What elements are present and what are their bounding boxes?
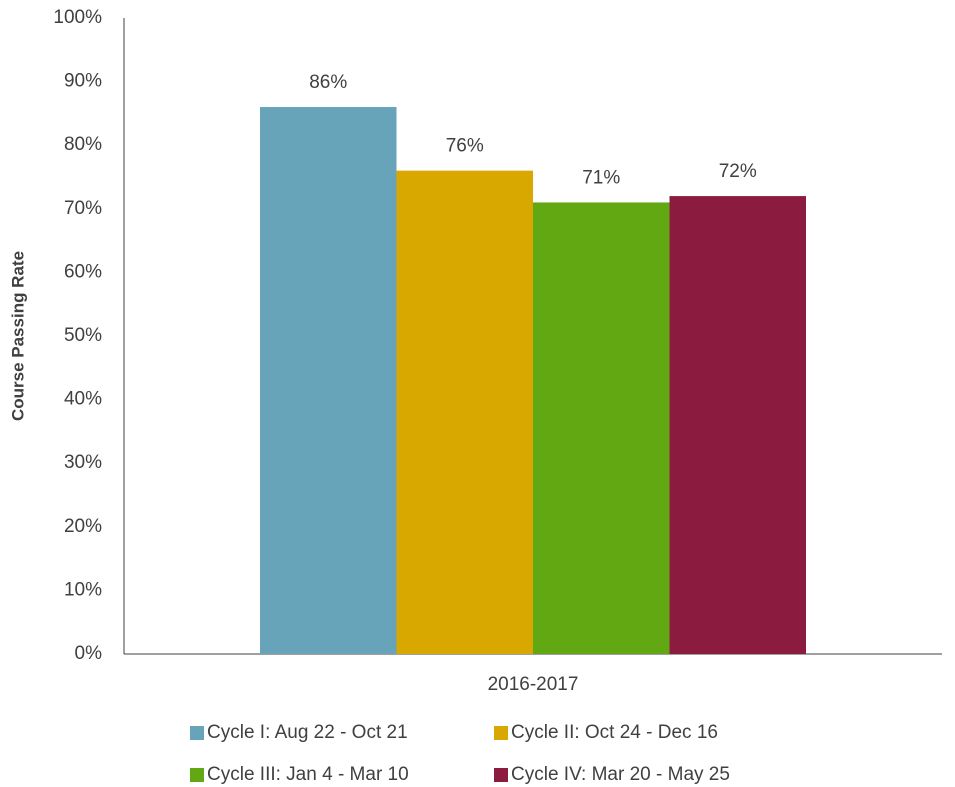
data-label: 72% xyxy=(719,161,757,182)
y-tick-label: 20% xyxy=(64,516,102,537)
data-label: 71% xyxy=(582,167,620,188)
bar xyxy=(533,202,670,654)
bar xyxy=(260,107,397,655)
x-tick-label: 2016-2017 xyxy=(488,674,579,695)
data-label: 76% xyxy=(446,136,484,157)
legend-swatch xyxy=(494,726,508,740)
legend-swatch xyxy=(494,768,508,782)
y-tick-label: 60% xyxy=(64,261,102,282)
legend-swatch xyxy=(190,726,204,740)
legend-swatch xyxy=(190,768,204,782)
legend-label: Cycle IV: Mar 20 - May 25 xyxy=(511,764,730,785)
y-tick-label: 70% xyxy=(64,198,102,219)
legend-label: Cycle I: Aug 22 - Oct 21 xyxy=(207,722,408,743)
y-tick-label: 10% xyxy=(64,579,102,600)
y-tick-label: 0% xyxy=(75,643,103,664)
y-tick-label: 80% xyxy=(64,134,102,155)
y-tick-label: 50% xyxy=(64,325,102,346)
y-axis-title: Course Passing Rate xyxy=(8,251,27,421)
legend-label: Cycle III: Jan 4 - Mar 10 xyxy=(207,764,409,785)
legend-label: Cycle II: Oct 24 - Dec 16 xyxy=(511,722,718,743)
y-tick-label: 90% xyxy=(64,71,102,92)
y-tick-label: 30% xyxy=(64,452,102,473)
y-tick-label: 40% xyxy=(64,389,102,410)
bar xyxy=(669,196,806,654)
bar xyxy=(396,170,533,654)
data-label: 86% xyxy=(309,72,347,93)
y-tick-label: 100% xyxy=(53,7,102,28)
